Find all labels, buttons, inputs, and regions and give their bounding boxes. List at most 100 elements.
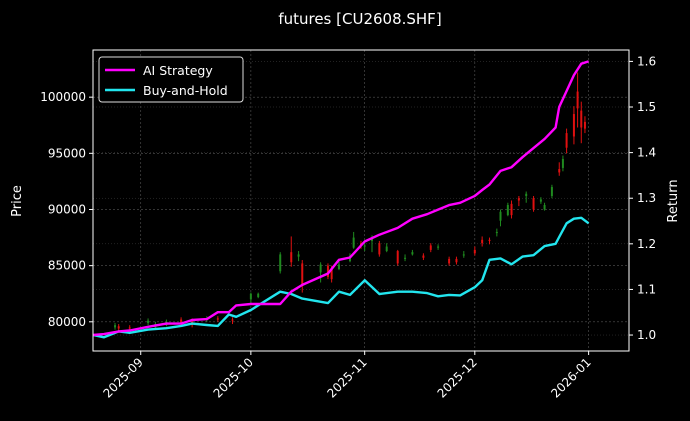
candle: [510, 200, 513, 219]
candle-body: [404, 257, 407, 259]
candle-body: [462, 254, 465, 256]
candle: [481, 236, 484, 247]
legend-label-ai-strategy: AI Strategy: [143, 63, 213, 78]
candle-body: [561, 158, 564, 168]
candle-body: [565, 133, 568, 148]
candle: [448, 256, 451, 266]
candle-body: [517, 198, 520, 201]
candle-body: [371, 238, 374, 241]
y-axis-right-label: Return: [666, 179, 681, 222]
candle: [249, 292, 252, 304]
candle-body: [180, 319, 183, 323]
candle-body: [473, 249, 476, 254]
candle: [326, 263, 329, 280]
candle-body: [510, 203, 513, 216]
return-tick-label: 1.6: [637, 54, 656, 68]
candle: [455, 256, 458, 265]
candle: [422, 253, 425, 261]
candle-body: [580, 110, 583, 128]
candle: [257, 292, 260, 299]
legend: AI Strategy Buy-and-Hold: [98, 56, 244, 103]
y-axis-left-label: Price: [10, 185, 25, 217]
candle: [128, 325, 131, 330]
candle-body: [330, 269, 333, 280]
price-tick-label: 80000: [48, 315, 86, 329]
candle: [499, 209, 502, 227]
series-line-ai-strategy: [92, 60, 589, 337]
grid: [93, 50, 629, 351]
candle-body: [337, 264, 340, 270]
candle-body: [411, 252, 414, 255]
candle-body: [499, 211, 502, 221]
candle: [216, 316, 219, 322]
candle: [114, 322, 117, 330]
legend-label-buy-and-hold: Buy-and-Hold: [143, 83, 228, 98]
candle-body: [117, 326, 120, 329]
candle-body: [576, 91, 579, 109]
series-lines: [92, 60, 590, 339]
candle: [506, 202, 509, 217]
candle-body: [114, 325, 117, 328]
candle-body: [128, 327, 131, 329]
candle: [290, 236, 293, 267]
candle-body: [249, 293, 252, 300]
candle-body: [396, 251, 399, 264]
candle-body: [539, 199, 542, 202]
candle-body: [231, 319, 234, 321]
candle-body: [319, 264, 322, 273]
series-line-buy-and-hold: [92, 216, 590, 339]
chart-title: futures [CU2608.SHF]: [278, 10, 441, 28]
candle-body: [543, 204, 546, 210]
candle: [561, 155, 564, 172]
candle: [539, 197, 542, 204]
candle-body: [279, 254, 282, 272]
return-tick-label: 1.2: [637, 237, 656, 251]
candle: [411, 249, 414, 256]
price-tick-label: 85000: [48, 259, 86, 273]
candle-body: [495, 231, 498, 234]
candle-body: [297, 254, 300, 257]
candle: [231, 317, 234, 325]
candle: [337, 261, 340, 271]
candle: [319, 262, 322, 283]
candle-body: [506, 204, 509, 216]
candle-body: [352, 237, 355, 248]
candle: [297, 251, 300, 262]
candle: [301, 260, 304, 293]
candle: [576, 72, 579, 128]
candle-body: [583, 121, 586, 129]
candle-body: [363, 245, 366, 247]
price-tick-label: 100000: [40, 90, 86, 104]
candle: [462, 251, 465, 258]
candle: [550, 184, 553, 199]
candle: [279, 252, 282, 274]
candle: [580, 101, 583, 144]
candle: [558, 162, 561, 176]
candle-body: [257, 293, 260, 298]
candle-body: [448, 258, 451, 264]
candle: [543, 202, 546, 211]
candle: [378, 240, 381, 257]
candle: [517, 196, 520, 207]
return-tick-label: 1.4: [637, 146, 656, 160]
candle-body: [437, 246, 440, 248]
candle: [147, 318, 150, 326]
candle-body: [429, 245, 432, 250]
candle-body: [572, 114, 575, 137]
candle: [117, 324, 120, 331]
candle: [532, 196, 535, 212]
price-tick-label: 90000: [48, 202, 86, 216]
candle: [572, 106, 575, 145]
candle: [352, 231, 355, 249]
candle: [488, 237, 491, 245]
candle-body: [378, 243, 381, 255]
candle-body: [422, 255, 425, 258]
return-tick-label: 1.0: [637, 328, 656, 342]
candle: [385, 243, 388, 253]
candle: [437, 244, 440, 250]
return-tick-label: 1.1: [637, 282, 656, 296]
plot-frame: [92, 49, 630, 352]
return-tick-label: 1.3: [637, 191, 656, 205]
candle-body: [481, 239, 484, 244]
